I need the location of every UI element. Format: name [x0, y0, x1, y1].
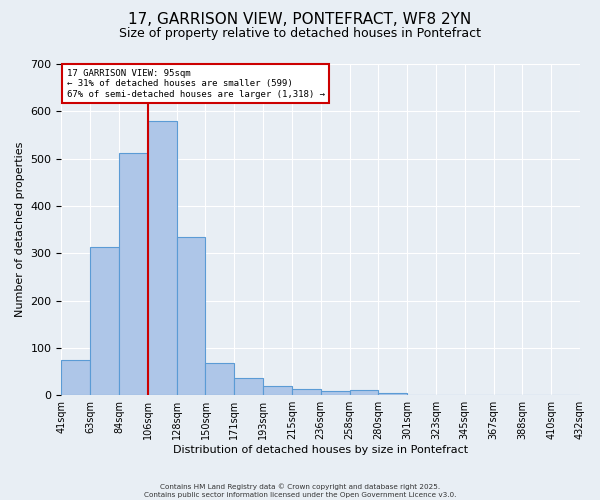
Bar [321, 391, 350, 395]
Text: 17 GARRISON VIEW: 95sqm
← 31% of detached houses are smaller (599)
67% of semi-d: 17 GARRISON VIEW: 95sqm ← 31% of detache… [67, 69, 325, 99]
Bar [205, 363, 234, 395]
Bar [119, 153, 148, 395]
Text: 17, GARRISON VIEW, PONTEFRACT, WF8 2YN: 17, GARRISON VIEW, PONTEFRACT, WF8 2YN [128, 12, 472, 28]
Bar [176, 236, 205, 395]
Text: Size of property relative to detached houses in Pontefract: Size of property relative to detached ho… [119, 28, 481, 40]
Text: Contains HM Land Registry data © Crown copyright and database right 2025.
Contai: Contains HM Land Registry data © Crown c… [144, 484, 456, 498]
Bar [379, 393, 407, 395]
X-axis label: Distribution of detached houses by size in Pontefract: Distribution of detached houses by size … [173, 445, 468, 455]
Bar [148, 121, 176, 395]
Bar [350, 390, 379, 395]
Bar [90, 247, 119, 395]
Y-axis label: Number of detached properties: Number of detached properties [15, 142, 25, 318]
Bar [263, 386, 292, 395]
Bar [61, 360, 90, 395]
Bar [292, 388, 321, 395]
Bar [234, 378, 263, 395]
